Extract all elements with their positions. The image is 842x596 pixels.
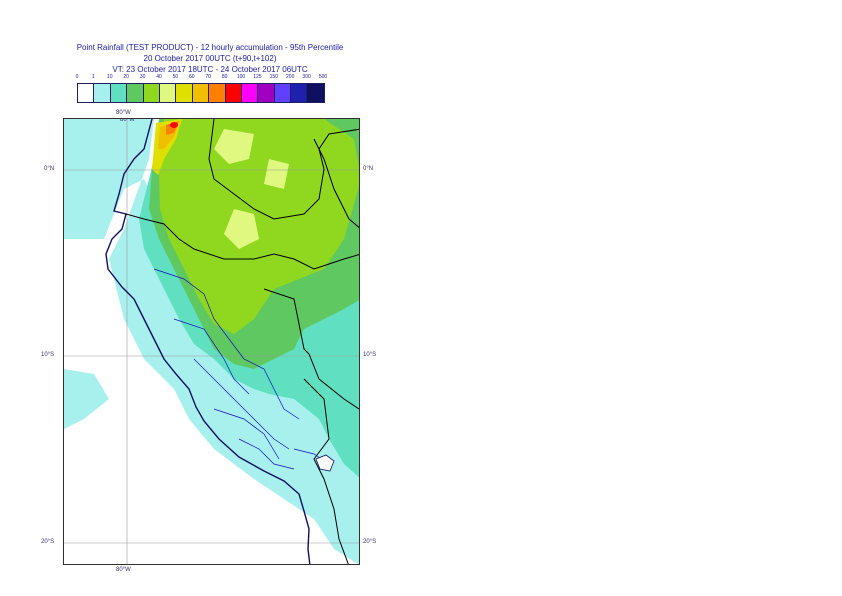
border-peru-brazil [263,288,359,410]
legend-tick-label: 300 [302,74,311,80]
lon-label-top: 80°W [120,118,135,123]
legend-swatch-0 [78,84,95,102]
legend-swatch-8 [209,84,226,102]
rain-patch-40mm-c [264,159,289,189]
rain-patch-40mm-b [214,129,254,164]
province-boundaries [153,268,330,470]
border-north [208,119,359,220]
legend-swatch-1 [94,84,111,102]
rain-patch-40mm-a [224,209,259,249]
lat-label-0-left: 0°N [44,166,55,172]
border-peru-bolivia [303,378,349,564]
legend-tick-label: 50 [172,74,179,80]
legend-tick-label: 200 [286,74,295,80]
border-ecuador-peru [125,213,359,270]
legend-tick-label: 10 [107,74,113,80]
lat-label-20-right: 20°S [363,539,377,545]
legend-swatch-12 [274,84,292,102]
legend-swatch-3 [127,84,144,102]
legend-swatch-13 [291,84,308,102]
legend-tick-label: 20 [123,74,129,80]
legend-swatch-14 [307,84,324,102]
legend-swatch-4 [143,84,160,102]
lat-label-10-right: 10°S [363,352,377,358]
lake-titicaca [315,454,335,472]
legend-swatch-10 [241,84,259,102]
rain-max-80mm [170,122,178,128]
border-colombia-brazil [313,138,359,228]
rainfall-map: 80°W [63,118,360,565]
rain-zone-30mm [159,119,359,334]
lat-label-10-left: 10°S [41,352,55,358]
lat-label-0-right: 0°N [363,166,374,172]
map-run-time: 20 October 2017 00UTC (t+90,t+102) [143,54,277,63]
legend-tick-label: 70 [205,74,211,80]
legend-tick-label: 1 [92,74,95,80]
legend-tick-label: 30 [139,74,146,80]
legend-swatch-9 [225,84,242,102]
legend-swatch-5 [159,84,177,102]
legend-tick-label: 60 [189,74,195,80]
legend-swatch-11 [258,84,275,102]
legend-swatch-7 [192,84,210,102]
lon-label-bottom: 80°W [116,567,131,573]
legend-tick-label: 150 [269,74,278,80]
legend-tick-label: 80 [221,74,228,80]
legend-swatch-2 [110,84,128,102]
legend-tick-label: 0 [75,74,79,80]
rain-zone-1mm-sw [64,369,109,429]
map-canvas [64,119,359,564]
legend-tick-label: 100 [236,74,246,80]
legend-swatches [77,83,325,103]
lon-label-top-outer: 80°W [116,110,131,116]
lat-label-20-left: 20°S [41,539,55,545]
map-title: Point Rainfall (TEST PRODUCT) - 12 hourl… [76,43,344,52]
rain-zone-1mm-coast [64,119,152,234]
legend-tick-label: 125 [253,74,262,80]
legend-tick-label: 500 [318,74,328,80]
legend-swatch-6 [176,84,193,102]
coastline [105,119,311,564]
legend-tick-label: 40 [156,74,162,80]
map-valid-time: VT: 23 October 2017 18UTC - 24 October 2… [112,65,308,74]
